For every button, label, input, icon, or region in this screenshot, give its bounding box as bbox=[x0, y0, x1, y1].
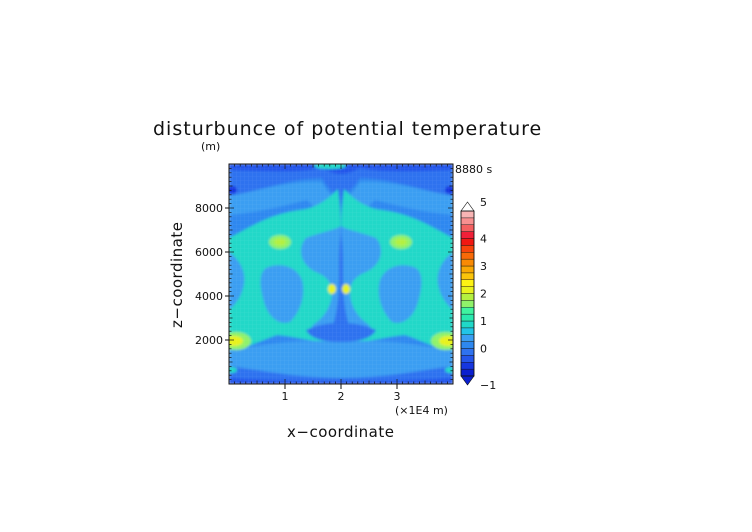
colorbar-segment bbox=[460, 341, 475, 349]
y-axis-label: z−coordinate bbox=[168, 222, 186, 328]
y-unit-label: (m) bbox=[201, 140, 220, 153]
colorbar-segment bbox=[460, 210, 475, 219]
field-grid-texture bbox=[229, 164, 453, 384]
colorbar-segment bbox=[460, 355, 475, 363]
colorbar-tick-label: 0 bbox=[480, 343, 487, 356]
colorbar-segment bbox=[460, 293, 475, 301]
colorbar-tick-label: 4 bbox=[480, 233, 487, 246]
y-axis: 2000 4000 6000 8000 bbox=[195, 168, 453, 380]
colorbar-segment bbox=[460, 258, 475, 267]
colorbar-segment bbox=[460, 334, 475, 342]
y-tick-label: 8000 bbox=[195, 202, 223, 215]
colorbar-tick-label: 1 bbox=[480, 315, 487, 328]
contour-field bbox=[229, 164, 453, 384]
colorbar-segment bbox=[460, 307, 475, 315]
x-unit-label: (×1E4 m) bbox=[395, 404, 448, 417]
colorbar-segment bbox=[460, 348, 475, 356]
colorbar-segment bbox=[460, 327, 475, 335]
colorbar-segment bbox=[460, 362, 475, 370]
colorbar-segment bbox=[460, 313, 475, 322]
colorbar-segment bbox=[460, 252, 475, 260]
colorbar-segment bbox=[460, 368, 475, 377]
y-tick-label: 6000 bbox=[195, 246, 223, 259]
y-tick-label: 4000 bbox=[195, 290, 223, 303]
colorbar-segment bbox=[460, 238, 475, 246]
colorbar-segment bbox=[460, 265, 475, 274]
chart-title: disturbunce of potential temperature bbox=[153, 118, 542, 140]
colorbar-segment bbox=[460, 320, 475, 329]
colorbar-segment bbox=[460, 272, 475, 280]
colorbar-tick-label: 5 bbox=[480, 196, 487, 209]
time-label: 8880 s bbox=[455, 163, 492, 176]
colorbar-tick-label: −1 bbox=[480, 379, 496, 392]
colorbar-under-arrow bbox=[460, 375, 475, 386]
x-tick-label: 2 bbox=[338, 390, 345, 403]
colorbar: −1 0 1 2 3 4 5 bbox=[460, 196, 496, 392]
colorbar-segment bbox=[460, 231, 475, 239]
x-axis: 1 2 3 bbox=[234, 164, 448, 403]
colorbar-segment bbox=[460, 224, 475, 232]
x-tick-label: 1 bbox=[282, 390, 289, 403]
x-tick-label: 3 bbox=[394, 390, 401, 403]
colorbar-segment bbox=[460, 245, 475, 253]
colorbar-frame bbox=[460, 210, 475, 377]
x-axis-label: x−coordinate bbox=[287, 423, 394, 441]
colorbar-tick-label: 2 bbox=[480, 288, 487, 301]
colorbar-segment bbox=[460, 300, 475, 308]
colorbar-segment bbox=[460, 217, 475, 225]
colorbar-tick-label: 3 bbox=[480, 260, 487, 273]
colorbar-segment bbox=[460, 279, 475, 287]
colorbar-over-arrow bbox=[460, 201, 475, 212]
colorbar-segment bbox=[460, 286, 475, 294]
y-tick-label: 2000 bbox=[195, 334, 223, 347]
